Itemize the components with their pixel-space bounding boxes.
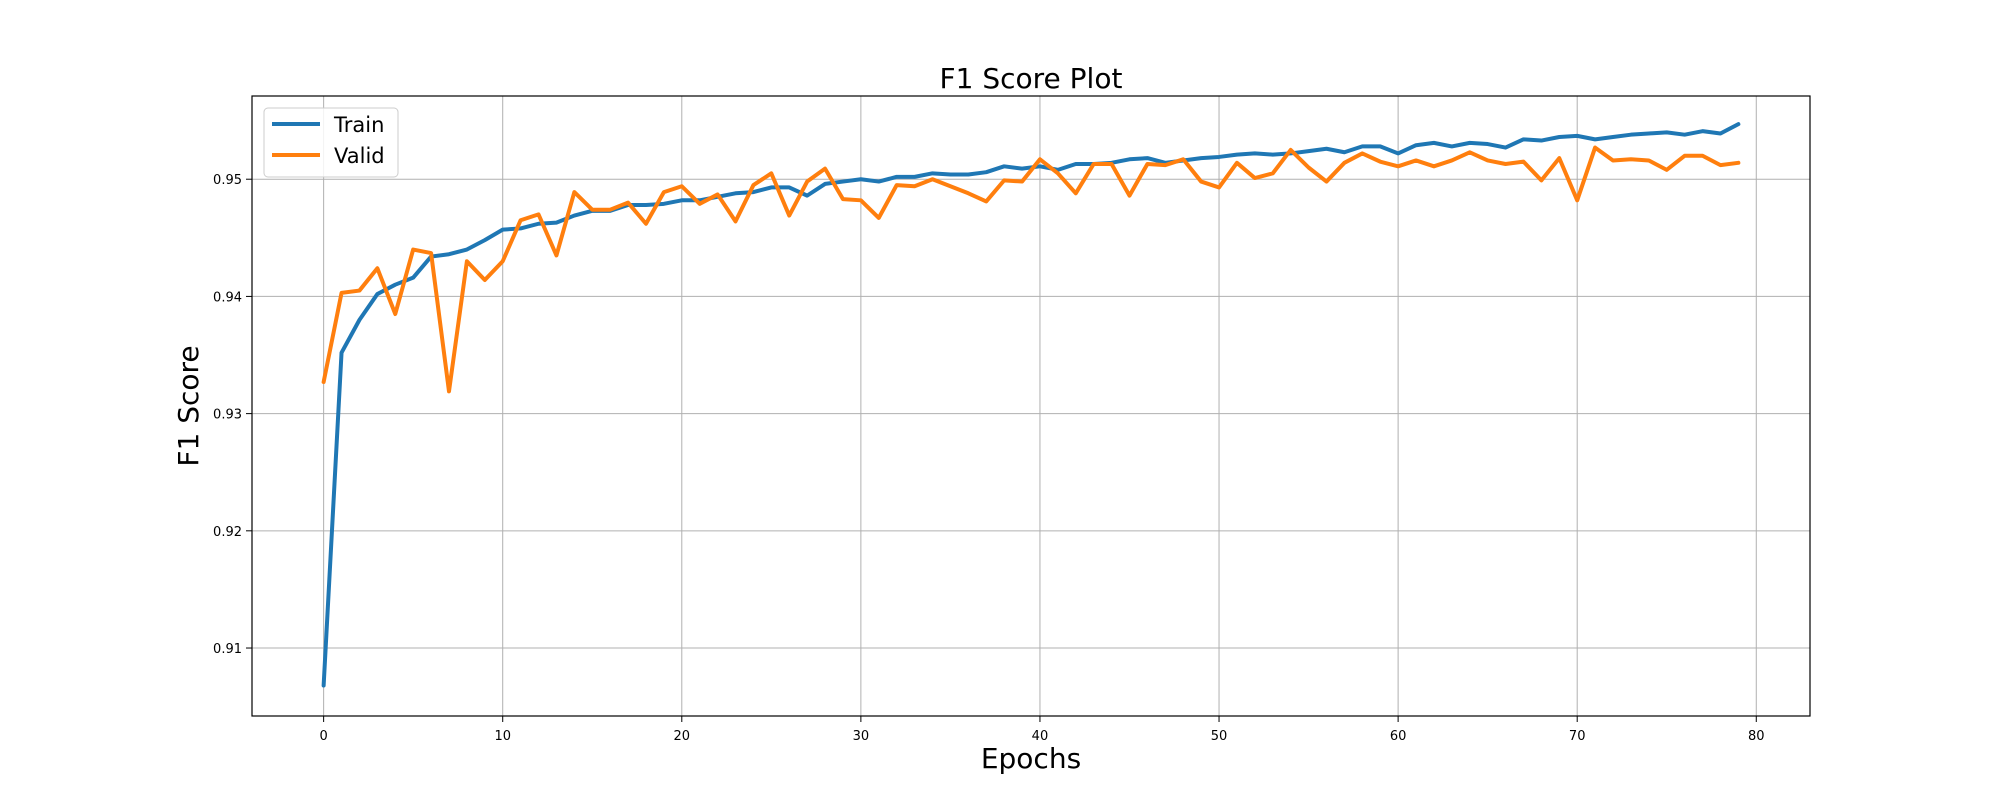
ticks: 0 10 20 30 40 50 60 70 80 0.91 0.92 0.93 0.94 0.95 bbox=[213, 173, 1765, 744]
y-tick-label: 0.93 bbox=[213, 408, 242, 423]
plot-frame bbox=[251, 95, 1811, 717]
legend-label-train: Train bbox=[333, 113, 384, 137]
x-tick-label: 0 bbox=[319, 729, 327, 744]
x-tick-label: 10 bbox=[494, 729, 511, 744]
x-axis-label: Epochs bbox=[981, 742, 1081, 775]
legend: Train Valid bbox=[263, 107, 399, 178]
x-tick-label: 20 bbox=[674, 729, 691, 744]
y-tick-label: 0.94 bbox=[213, 290, 242, 305]
x-tick-label: 40 bbox=[1032, 729, 1049, 744]
chart-title: F1 Score Plot bbox=[940, 62, 1123, 95]
legend-label-valid: Valid bbox=[334, 144, 385, 168]
y-tick-label: 0.92 bbox=[213, 525, 242, 540]
y-axis-label: F1 Score bbox=[172, 345, 205, 466]
x-tick-label: 80 bbox=[1748, 729, 1765, 744]
x-tick-label: 50 bbox=[1211, 729, 1228, 744]
x-tick-label: 60 bbox=[1390, 729, 1407, 744]
series-group bbox=[321, 122, 1741, 688]
x-tick-label: 70 bbox=[1569, 729, 1586, 744]
y-tick-label: 0.95 bbox=[213, 173, 242, 188]
x-tick-label: 30 bbox=[853, 729, 870, 744]
y-tick-label: 0.91 bbox=[213, 642, 242, 657]
series-line-valid bbox=[321, 145, 1741, 394]
plot-area-background bbox=[252, 96, 1810, 716]
